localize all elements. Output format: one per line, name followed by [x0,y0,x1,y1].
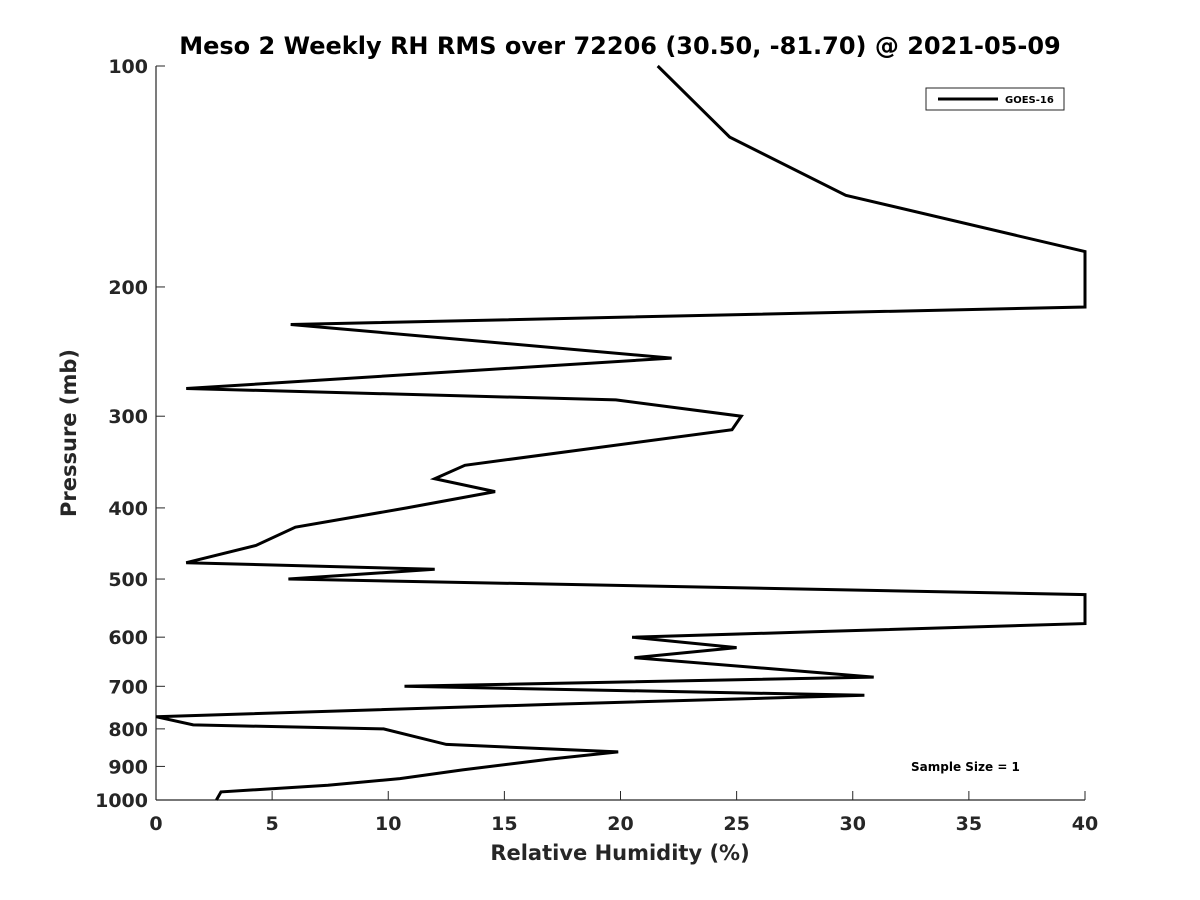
y-tick-label: 500 [108,569,148,591]
x-axis-ticks: 0 5 10 15 20 25 30 35 40 [149,791,1098,835]
legend-label: GOES-16 [1005,95,1054,106]
x-tick-label: 30 [840,813,866,835]
x-tick-label: 0 [149,813,162,835]
chart-title: Meso 2 Weekly RH RMS over 72206 (30.50, … [179,32,1061,60]
x-tick-label: 40 [1072,813,1098,835]
x-tick-label: 35 [956,813,982,835]
x-tick-label: 25 [723,813,749,835]
series-line-goes-16 [155,64,1087,801]
y-tick-label: 300 [108,406,148,428]
y-tick-label: 1000 [95,790,148,812]
y-tick-label: 700 [108,676,148,698]
x-tick-label: 15 [491,813,517,835]
y-axis-label: Pressure (mb) [57,349,81,517]
x-tick-label: 5 [266,813,279,835]
y-axis-ticks: 100 200 300 400 500 600 700 800 900 1000 [95,56,165,812]
y-tick-label: 400 [108,498,148,520]
sample-size-annotation: Sample Size = 1 [911,760,1020,774]
y-tick-label: 600 [108,627,148,649]
y-tick-label: 200 [108,277,148,299]
legend: GOES-16 [925,87,1065,111]
y-tick-label: 100 [108,56,148,78]
y-tick-label: 800 [108,719,148,741]
x-tick-label: 10 [375,813,401,835]
x-axis-label: Relative Humidity (%) [490,841,749,865]
x-tick-label: 20 [607,813,633,835]
series-layer [155,64,1087,801]
y-tick-label: 900 [108,756,148,778]
